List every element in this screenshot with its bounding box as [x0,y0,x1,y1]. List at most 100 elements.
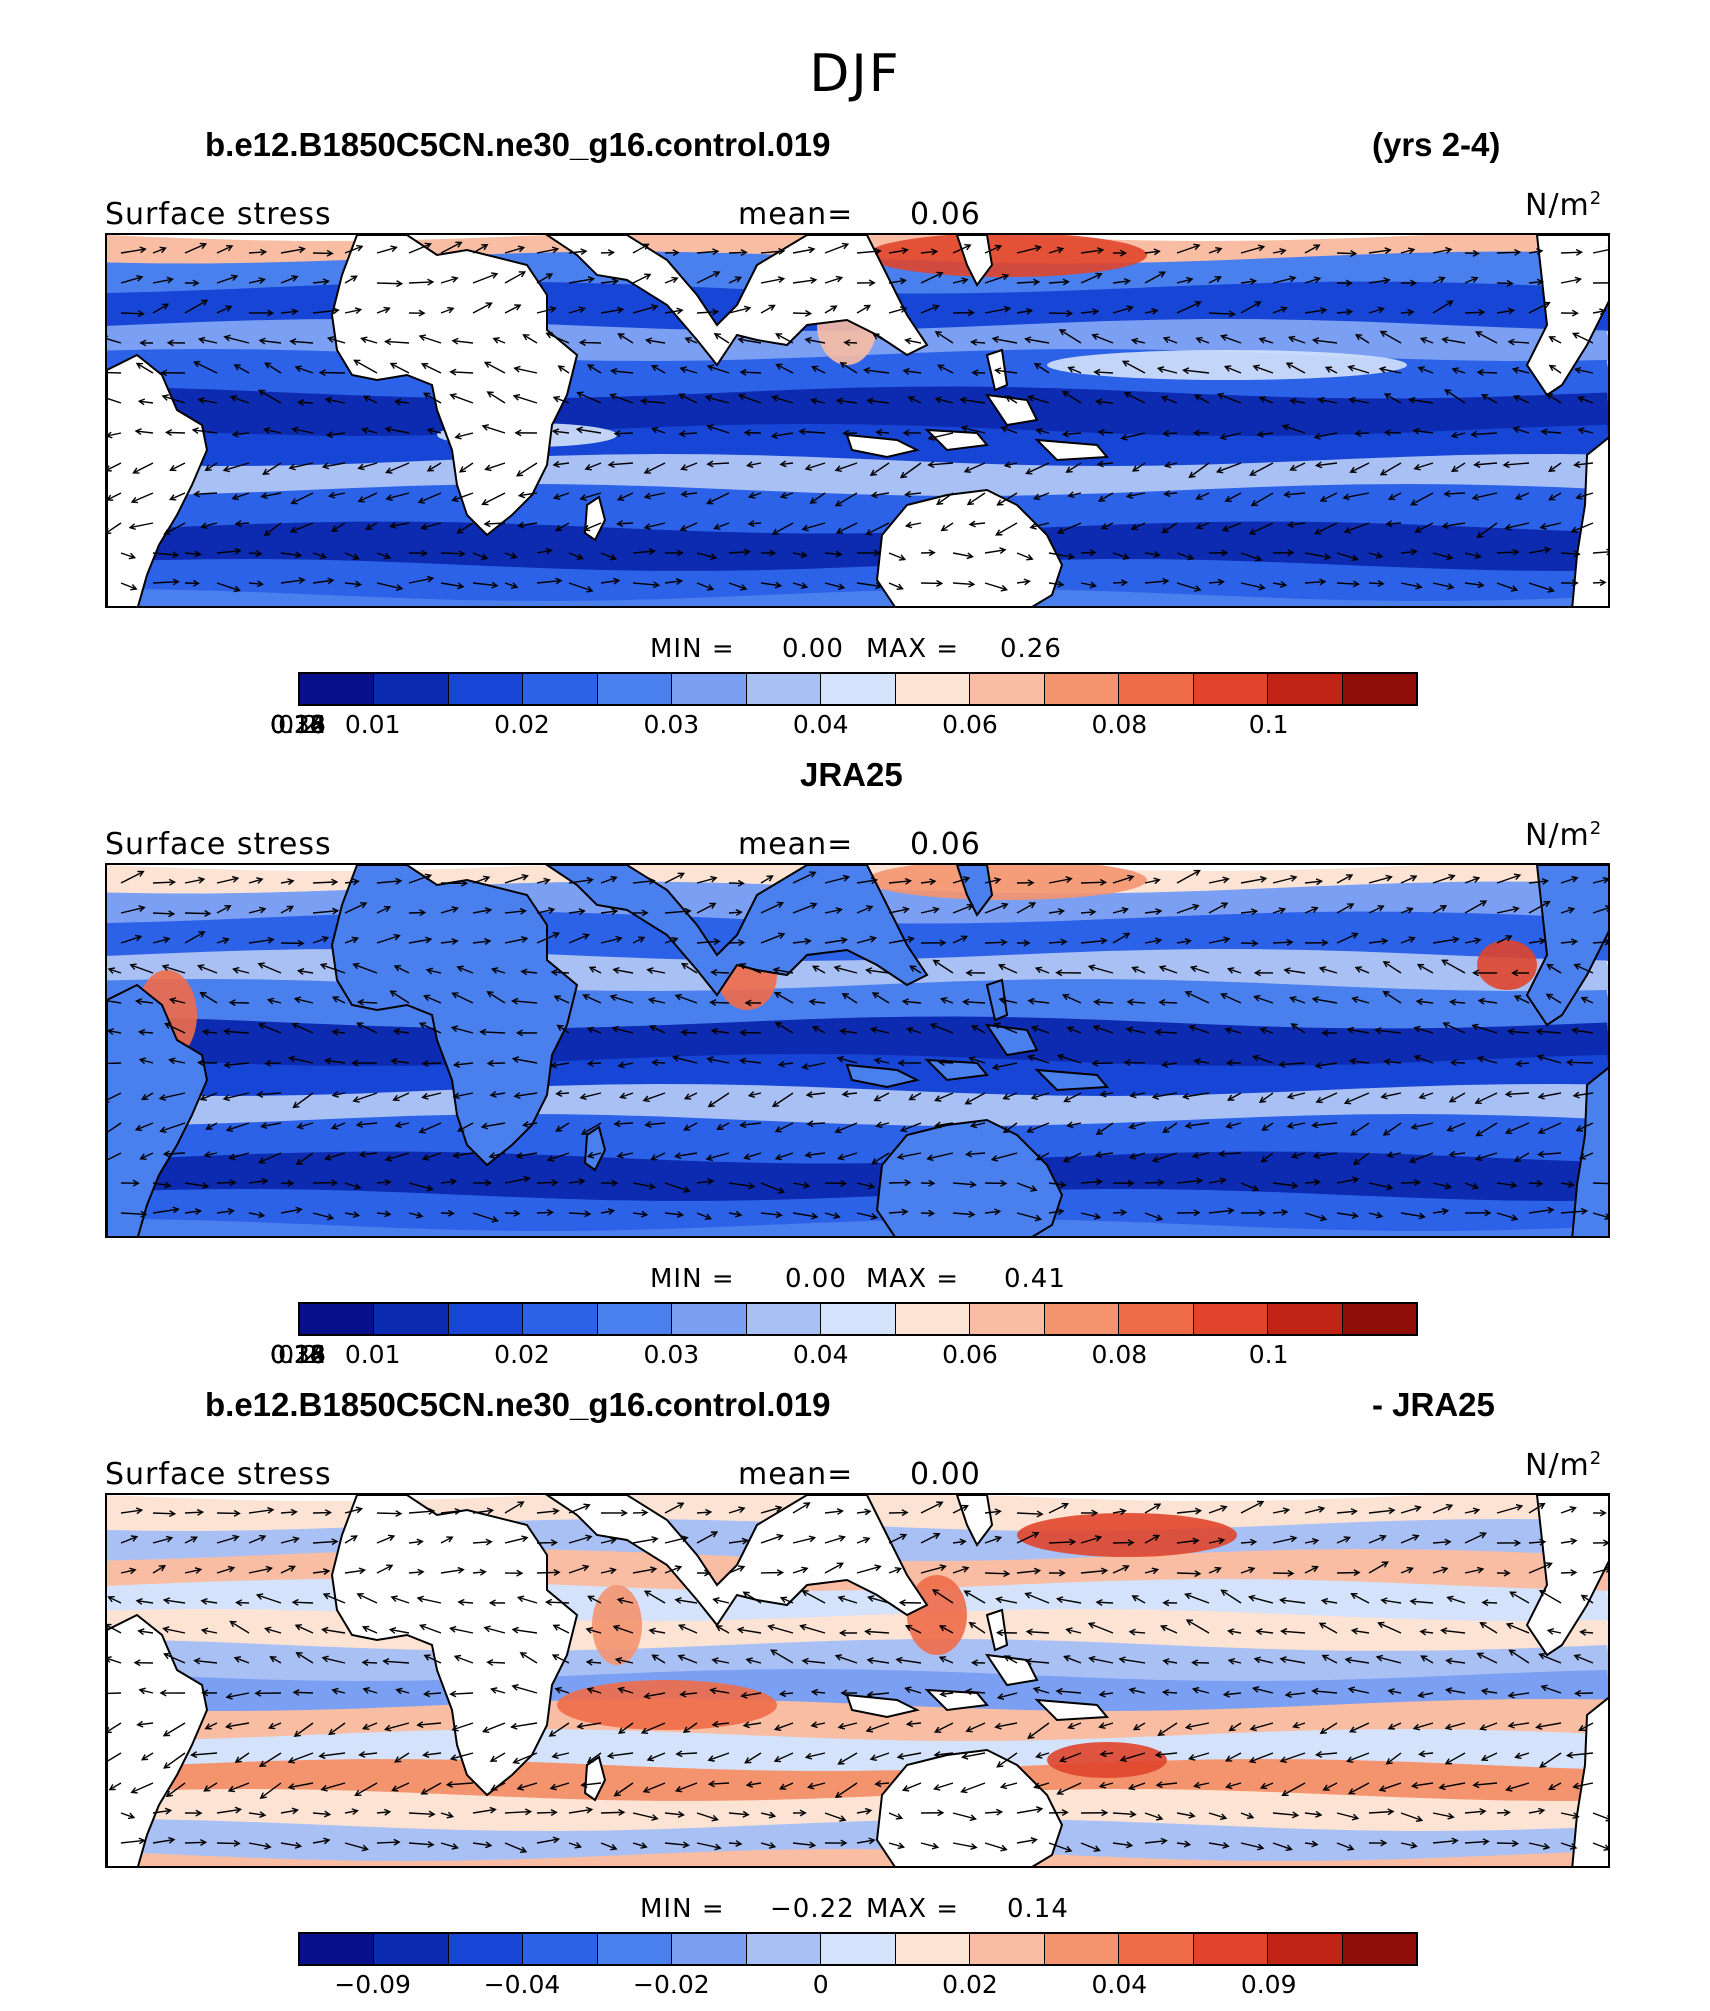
wind-arrow [1112,552,1129,559]
wind-arrow-head [928,1209,936,1217]
wind-arrow-head [1446,553,1454,561]
wind-arrow-head [1444,1182,1452,1190]
wind-arrow-head [547,906,556,914]
wind-arrow-head [738,939,746,947]
wind-arrow-head [1227,1094,1235,1101]
wind-arrow [1314,432,1338,438]
wind-arrow [1132,1595,1146,1604]
wind-arrow-head [1311,337,1320,345]
wind-arrow [644,1692,666,1698]
wind-arrow-head [1321,1029,1329,1037]
wind-arrow-head [869,935,877,943]
wind-arrow-head [961,277,969,285]
wind-arrow [1538,1152,1562,1156]
wind-arrow-head [1132,1723,1141,1731]
wind-arrow [139,400,154,404]
wind-arrow-head [1477,997,1485,1005]
wind-arrow-head [485,302,493,309]
wind-arrow [516,462,538,477]
wind-arrow-head [194,550,202,558]
wind-arrow-head [483,520,491,528]
colorbar-cell [895,674,971,704]
wind-arrow-head [485,1841,493,1849]
wind-arrow [359,1752,378,1756]
wind-arrow-head [1220,1589,1228,1596]
wind-arrow [1496,251,1520,254]
wind-arrow-head [588,966,596,973]
wind-arrow-head [775,1211,783,1219]
wind-arrow [1185,1593,1210,1604]
wind-arrow-head [1216,392,1225,400]
wind-arrow [292,428,314,434]
colorbar-cell [523,1304,598,1334]
wind-arrow [651,365,666,374]
wind-arrow [1124,392,1146,404]
wind-arrow-head [1348,1726,1357,1733]
wind-arrow [760,304,775,314]
wind-arrow-head [264,1059,272,1067]
wind-arrow [408,1571,424,1574]
wind-arrow-head [1120,433,1128,441]
colorbar-cell [523,674,598,704]
wind-arrow-head [1002,1126,1011,1134]
wind-arrow-head [737,393,746,401]
wind-arrow-head [1415,998,1423,1006]
colorbar-tick-label: 0.08 [1091,710,1148,739]
wind-arrow [376,1811,390,1814]
colorbar-tick-label: 0.18 [270,710,326,739]
wind-arrow-head [165,1535,174,1543]
wind-arrow [1097,462,1114,466]
wind-arrow [1506,1623,1530,1634]
wind-arrow-head [135,1507,144,1515]
wind-arrow-head [1538,1652,1546,1660]
wind-arrow-head [1474,552,1482,560]
wind-arrow [1464,277,1478,284]
wind-arrow [376,582,402,590]
wind-arrow-head [1604,905,1608,912]
wind-arrow [600,579,619,584]
wind-arrow [1132,462,1146,472]
wind-arrow-head [1092,308,1100,316]
wind-arrow-head [1311,1565,1319,1573]
wind-arrow [581,1782,602,1786]
wind-arrow-head [865,967,873,975]
wind-arrow-head [551,246,560,254]
wind-arrow-head [1577,427,1585,435]
wind-arrow-head [1063,1655,1071,1662]
wind-arrow-head [868,1837,876,1845]
wind-arrow-head [365,523,373,531]
wind-arrow [984,878,1001,884]
wind-arrow [1319,1622,1338,1634]
wind-arrow [280,275,298,284]
wind-arrow-head [1378,366,1387,374]
wind-arrow [1064,1092,1082,1103]
wind-arrow-head [1352,1176,1360,1184]
wind-arrow [328,337,346,344]
wind-arrow-head [1182,367,1190,375]
wind-arrow [1130,1092,1146,1097]
wind-arrow-head [294,1624,302,1631]
wind-arrow [1560,1507,1576,1514]
wind-arrow-head [864,1807,873,1815]
wind-arrow [991,1152,1018,1161]
wind-arrow-head [674,993,683,1001]
wind-arrow [450,371,474,374]
wind-arrow-head [423,994,431,1001]
wind-arrow [312,1839,330,1844]
wind-arrow-head [964,1098,972,1105]
wind-arrow-head [705,1154,713,1162]
wind-arrow-head [965,1150,973,1158]
wind-arrow-head [1091,1059,1099,1067]
wind-arrow [1016,552,1033,560]
wind-arrow [824,276,842,284]
wind-arrow [618,1688,634,1694]
wind-arrow [1226,1122,1242,1128]
wind-arrow-head [1471,493,1480,501]
wind-arrow-head [523,1175,531,1183]
wind-arrow-head [1193,243,1201,251]
wind-arrow-head [426,465,435,472]
wind-arrow-head [172,578,180,586]
wind-arrow-head [1472,1781,1480,1789]
wind-arrow [1289,336,1306,344]
wind-arrow [934,1722,954,1733]
